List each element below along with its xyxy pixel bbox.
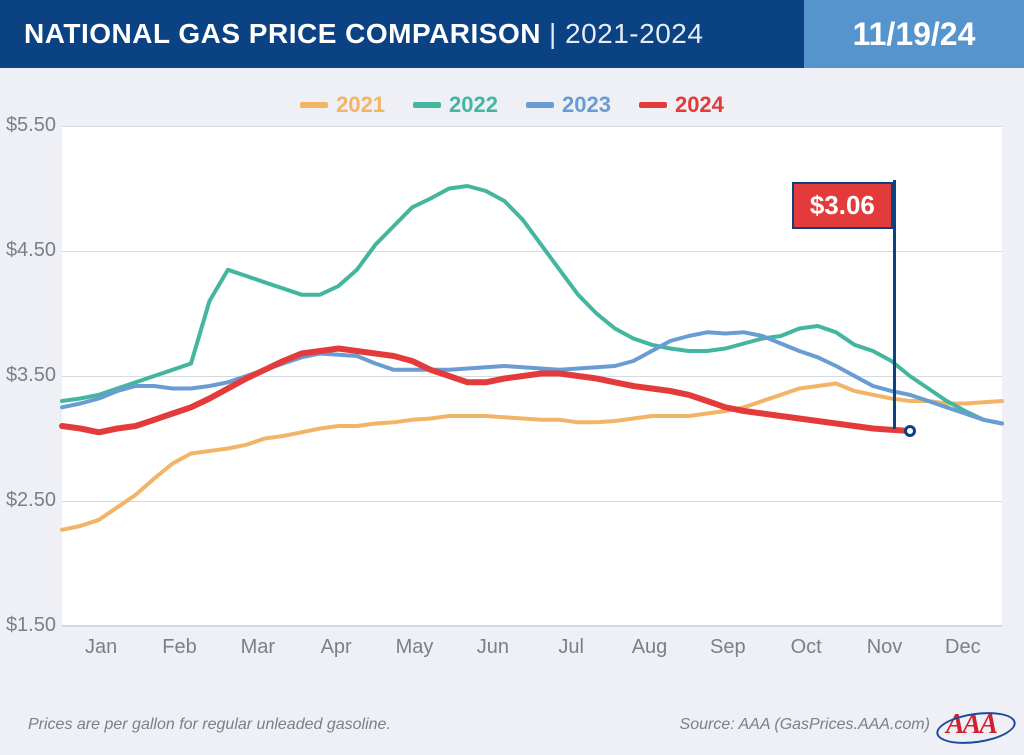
legend-label: 2024	[675, 92, 724, 118]
header-bar: NATIONAL GAS PRICE COMPARISON | 2021-202…	[0, 0, 1024, 68]
footer-source: Source: AAA (GasPrices.AAA.com)	[680, 716, 930, 734]
chart: $1.50$2.50$3.50$4.50$5.50JanFebMarAprMay…	[0, 126, 1024, 686]
header-title: NATIONAL GAS PRICE COMPARISON | 2021-202…	[0, 0, 804, 68]
legend-label: 2022	[449, 92, 498, 118]
legend-swatch	[300, 102, 328, 108]
legend-item: 2023	[526, 92, 611, 118]
legend-label: 2023	[562, 92, 611, 118]
callout-value: $3.06	[792, 182, 893, 229]
legend-item: 2021	[300, 92, 385, 118]
title-suffix: | 2021-2024	[549, 18, 703, 50]
legend-swatch	[639, 102, 667, 108]
legend: 2021 2022 2023 2024	[0, 68, 1024, 126]
legend-swatch	[413, 102, 441, 108]
series-2021	[62, 384, 1002, 530]
header-date: 11/19/24	[804, 0, 1024, 68]
footer: Prices are per gallon for regular unlead…	[28, 709, 996, 741]
legend-item: 2024	[639, 92, 724, 118]
callout-dot-icon	[904, 425, 916, 437]
footer-note: Prices are per gallon for regular unlead…	[28, 716, 391, 734]
legend-item: 2022	[413, 92, 498, 118]
aaa-logo: AAA	[946, 709, 996, 741]
title-main: NATIONAL GAS PRICE COMPARISON	[24, 18, 541, 50]
callout-pole	[893, 180, 896, 429]
aaa-logo-text: AAA	[946, 709, 996, 740]
legend-label: 2021	[336, 92, 385, 118]
legend-swatch	[526, 102, 554, 108]
current-price-callout: $3.06	[792, 182, 893, 229]
